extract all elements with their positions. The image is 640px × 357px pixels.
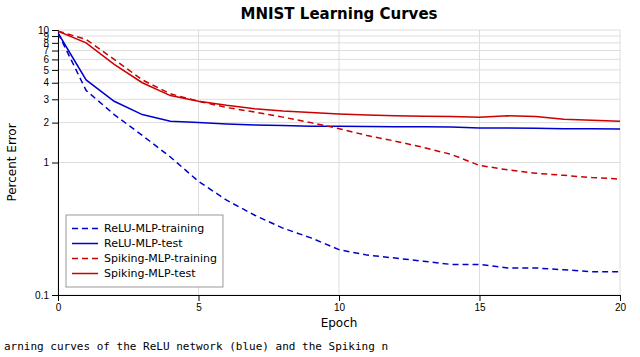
x-tick-label: 5 [196,302,202,313]
y-tick-mark [52,70,58,71]
x-grid-line [479,30,480,295]
title: MNIST Learning Curves [241,5,438,23]
y-tick: 5 [43,65,58,76]
legend-swatch [72,243,98,245]
x-tick-mark [480,295,481,301]
x-tick: 5 [196,295,202,313]
legend-label: Spiking-MLP-training [104,252,217,265]
y-tick-mark [52,59,58,60]
series-line [58,31,620,179]
y-tick-mark [52,43,58,44]
x-tick-label: 20 [615,302,627,313]
x-tick-label: 15 [474,302,486,313]
y-tick-mark [52,36,58,37]
y-tick-mark [52,163,58,164]
legend-label: ReLU-MLP-training [104,222,204,235]
grid [58,30,620,295]
x-grid-line [339,30,340,295]
series-line [58,31,620,121]
x-axis-line [59,296,621,302]
y-tick-mark [52,30,58,31]
chart: 051015200.112345678910ReLU-MLP-trainingR… [0,0,640,357]
x-tick-mark [339,295,340,301]
x-tick: 15 [474,295,486,313]
x-tick-mark [199,295,200,301]
y-axis-title: Percent Error [5,123,19,201]
x-tick-label: 0 [56,302,62,313]
y-tick: 1 [43,157,58,168]
legend-label: Spiking-MLP-test [104,267,196,280]
x-tick: 20 [615,295,627,313]
y-tick-label: 5 [43,65,49,76]
legend-box [66,215,223,287]
y-tick-mark [52,83,58,84]
x-axis-title: Epoch [321,316,358,330]
y-tick: 2 [43,117,58,128]
y-tick-label: 4 [43,77,49,88]
legend-swatch [72,273,98,275]
y-axis-line [52,31,59,296]
legend-item: ReLU-MLP-training [72,222,204,235]
legend-label: ReLU-MLP-test [104,237,183,250]
y-tick-mark [52,99,58,100]
x-tick-mark [620,295,621,301]
x-tick-label: 10 [334,302,346,313]
x-tick: 10 [334,295,346,313]
y-tick-label: 2 [43,117,49,128]
y-tick-label: 0.1 [35,290,49,301]
legend-swatch [72,228,98,230]
y-tick: 3 [43,94,58,105]
y-tick-label: 1 [43,157,49,168]
y-tick: 0.1 [35,290,58,301]
y-tick-mark [52,295,58,296]
y-axis: 0.112345678910 [35,25,58,301]
y-tick: 4 [43,77,58,88]
y-tick-label: 10 [38,25,50,36]
legend: ReLU-MLP-training ReLU-MLP-test Spiking-ML… [66,215,223,287]
legend-item: Spiking-MLP-test [72,267,196,280]
caption: arning curves of the ReLU network (blue)… [4,340,388,353]
y-tick-mark [52,123,58,124]
x-tick: 0 [56,295,62,313]
legend-item: ReLU-MLP-test [72,237,183,250]
x-grid-line [620,30,621,295]
legend-swatch [72,258,98,260]
legend-item: Spiking-MLP-training [72,252,217,265]
x-axis: 0 5 10 15 20 [56,295,627,313]
plot-area: 051015200.112345678910ReLU-MLP-trainingR… [35,25,626,313]
y-tick-mark [52,51,58,52]
y-tick-label: 3 [43,94,49,105]
y-tick: 10 [38,25,58,36]
